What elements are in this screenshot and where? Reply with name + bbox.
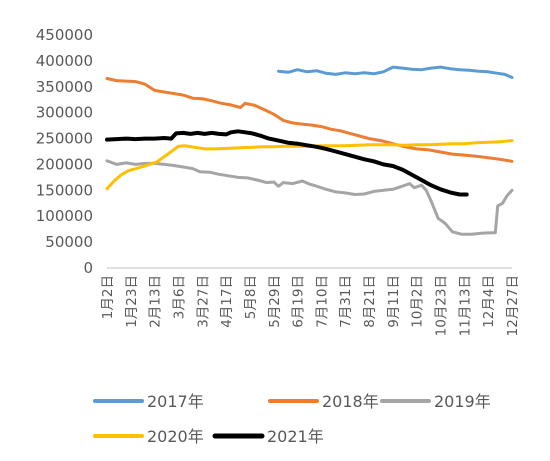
- y-tick-label: 150000: [36, 181, 93, 199]
- legend-label: 2020年: [147, 427, 204, 446]
- x-tick-label: 10月23日: [434, 275, 450, 336]
- x-tick-label: 11月13日: [457, 275, 473, 336]
- y-tick-label: 450000: [36, 26, 93, 44]
- x-tick-label: 1月23日: [124, 275, 140, 328]
- x-tick-label: 5月8日: [243, 275, 259, 319]
- y-tick-label: 0: [83, 259, 93, 277]
- series-line-1: [277, 65, 514, 79]
- x-tick-label: 2月13日: [148, 275, 164, 328]
- series-line-4: [105, 139, 514, 191]
- y-tick-label: 400000: [36, 52, 93, 70]
- series-line-3: [105, 159, 514, 236]
- x-tick-label: 12月4日: [481, 275, 497, 328]
- series-line-5: [105, 129, 469, 197]
- x-tick-label: 7月10日: [314, 275, 330, 328]
- legend-label: 2019年: [434, 392, 491, 411]
- x-tick-label: 12月27日: [505, 275, 521, 336]
- legend-label: 2021年: [267, 427, 324, 446]
- x-tick-label: 3月27日: [195, 275, 211, 328]
- x-tick-label: 1月2日: [100, 275, 116, 319]
- y-tick-label: 200000: [36, 155, 93, 173]
- legend-label: 2017年: [147, 392, 204, 411]
- y-tick-label: 250000: [36, 130, 93, 148]
- y-axis: 0 50000 100000 150000 200000 250000 300000 3500…: [36, 26, 93, 277]
- y-tick-label: 100000: [36, 207, 93, 225]
- x-tick-label: 8月21日: [362, 275, 378, 328]
- x-tick-label: 10月2日: [410, 275, 426, 328]
- legend: 2017年 2018年 2019年 2020年 2021年: [93, 392, 491, 446]
- x-tick-label: 6月19日: [291, 275, 307, 328]
- y-tick-label: 350000: [36, 78, 93, 96]
- y-tick-label: 50000: [45, 233, 93, 251]
- y-tick-label: 300000: [36, 104, 93, 122]
- x-tick-label: 9月11日: [386, 275, 402, 328]
- legend-label: 2018年: [322, 392, 379, 411]
- x-tick-label: 5月29日: [267, 275, 283, 328]
- x-tick-label: 7月31日: [338, 275, 354, 328]
- plot-area: [105, 65, 514, 236]
- x-axis: 1月2日 1月23日 2月13日 3月6日 3月27日 4月17日 5月8日 5月29日 6月1…: [100, 267, 521, 336]
- series-line-2: [105, 77, 514, 163]
- x-tick-label: 4月17日: [219, 275, 235, 328]
- x-tick-label: 3月6日: [171, 275, 187, 319]
